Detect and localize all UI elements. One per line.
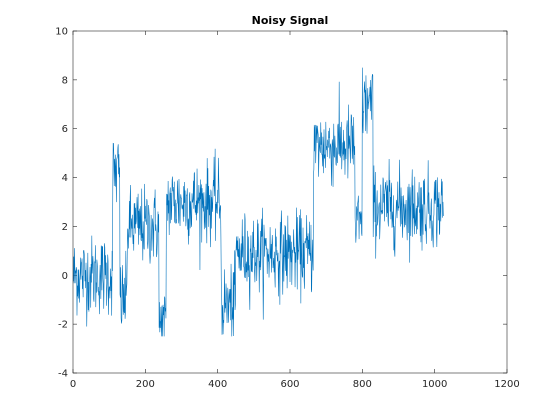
x-tick-label: 1200: [494, 379, 519, 390]
y-tick-label: 10: [55, 27, 68, 38]
x-tick-label: 200: [136, 379, 155, 390]
y-tick-label: 8: [62, 75, 68, 86]
x-tick-label: 600: [280, 379, 299, 390]
y-tick-label: 4: [62, 173, 68, 184]
y-tick-label: 2: [62, 222, 68, 233]
x-tick-label: 1000: [422, 379, 447, 390]
x-tick-label: 400: [208, 379, 227, 390]
x-tick-label: 800: [353, 379, 372, 390]
x-tick-label: 0: [70, 379, 76, 390]
y-axis-ticks: -4 -2 0 2 4 6 8 10: [55, 27, 507, 380]
chart-title: Noisy Signal: [252, 14, 329, 27]
y-tick-label: -2: [58, 320, 68, 331]
x-axis-ticks: 0 200 400 600 800 1000 1200: [70, 31, 520, 390]
y-tick-label: 6: [62, 124, 68, 135]
y-tick-label: 0: [62, 271, 68, 282]
axes-box: [72, 30, 508, 374]
y-tick-label: -4: [58, 369, 68, 380]
signal-line: [73, 67, 444, 337]
